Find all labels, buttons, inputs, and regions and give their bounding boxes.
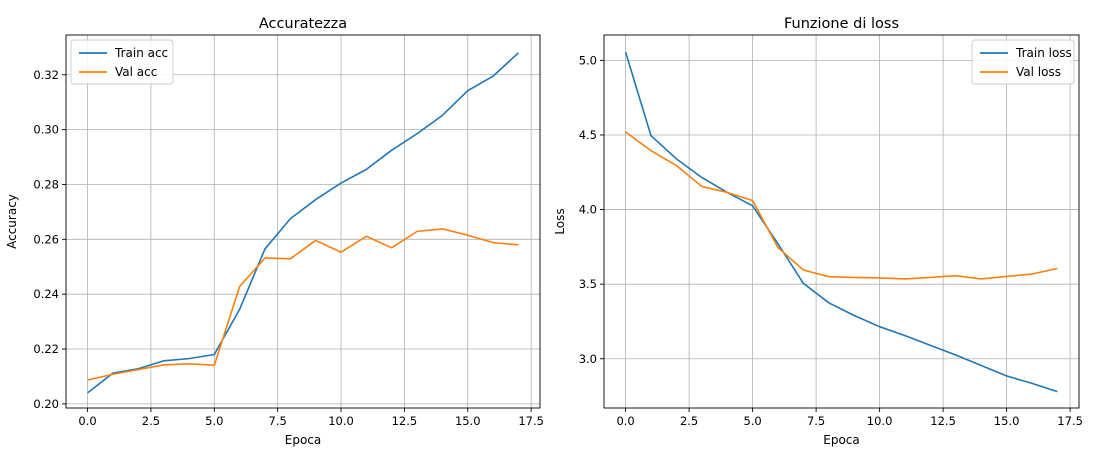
y-tick-label: 0.30 <box>33 123 59 137</box>
y-tick-label: 0.24 <box>33 287 59 301</box>
y-tick-label: 3.5 <box>579 277 597 291</box>
series-line-val-loss <box>625 131 1058 280</box>
legend: Train loss Val loss <box>971 39 1075 85</box>
y-tick-label: 0.32 <box>33 68 59 82</box>
y-tick-label: 3.0 <box>579 352 597 366</box>
x-tick-label: 7.5 <box>269 414 287 428</box>
y-tick-label: 4.5 <box>579 128 597 142</box>
x-tick-label: 0.0 <box>78 414 96 428</box>
y-tick-label: 0.26 <box>33 232 59 246</box>
y-axis-label: Accuracy <box>5 194 19 249</box>
x-tick-label: 2.5 <box>142 414 160 428</box>
x-tick-label: 12.5 <box>392 414 418 428</box>
chart-2: 0.0 2.5 5.0 7.5 10.0 12.5 15.0 17.5 3.0 3.5 4.0 4.5… <box>553 16 1083 447</box>
series-line-train-loss <box>624 51 1058 393</box>
chart-title: Accuratezza <box>259 16 347 32</box>
x-axis-label: Epoca <box>823 433 860 447</box>
legend: Train acc Val acc <box>70 39 174 85</box>
legend-label: Val acc <box>115 65 157 79</box>
x-tick-label: 15.0 <box>994 414 1020 428</box>
series-line-train-acc <box>87 52 519 394</box>
plot-frame <box>603 34 1080 409</box>
y-tick-label: 0.28 <box>33 177 59 191</box>
x-tick-label: 5.0 <box>743 414 761 428</box>
x-tick-label: 5.0 <box>205 414 223 428</box>
y-tick-label: 5.0 <box>579 53 597 67</box>
x-tick-label: 17.5 <box>518 414 544 428</box>
y-tick-label: 0.22 <box>33 342 59 356</box>
x-tick-label: 12.5 <box>930 414 956 428</box>
series-line-val-acc <box>87 228 519 381</box>
x-tick-label: 2.5 <box>680 414 698 428</box>
x-tick-label: 10.0 <box>867 414 893 428</box>
legend-label: Train acc <box>114 46 168 60</box>
legend-label: Train loss <box>1015 46 1072 60</box>
x-tick-label: 7.5 <box>807 414 825 428</box>
y-tick-label: 0.20 <box>33 397 59 411</box>
x-axis-label: Epoca <box>285 433 322 447</box>
chart-1: 0.0 2.5 5.0 7.5 10.0 12.5 15.0 17.5 0.20 0.22 0.24… <box>5 16 544 447</box>
x-tick-label: 15.0 <box>455 414 481 428</box>
x-tick-label: 10.0 <box>328 414 354 428</box>
legend-box <box>70 39 174 85</box>
legend-label: Val loss <box>1016 65 1061 79</box>
plot-frame <box>65 34 541 409</box>
y-axis-label: Loss <box>553 208 567 234</box>
legend-box <box>971 39 1075 85</box>
x-tick-label: 0.0 <box>616 414 634 428</box>
x-tick-label: 17.5 <box>1057 414 1083 428</box>
y-tick-label: 4.0 <box>579 203 597 217</box>
chart-title: Funzione di loss <box>784 16 899 32</box>
